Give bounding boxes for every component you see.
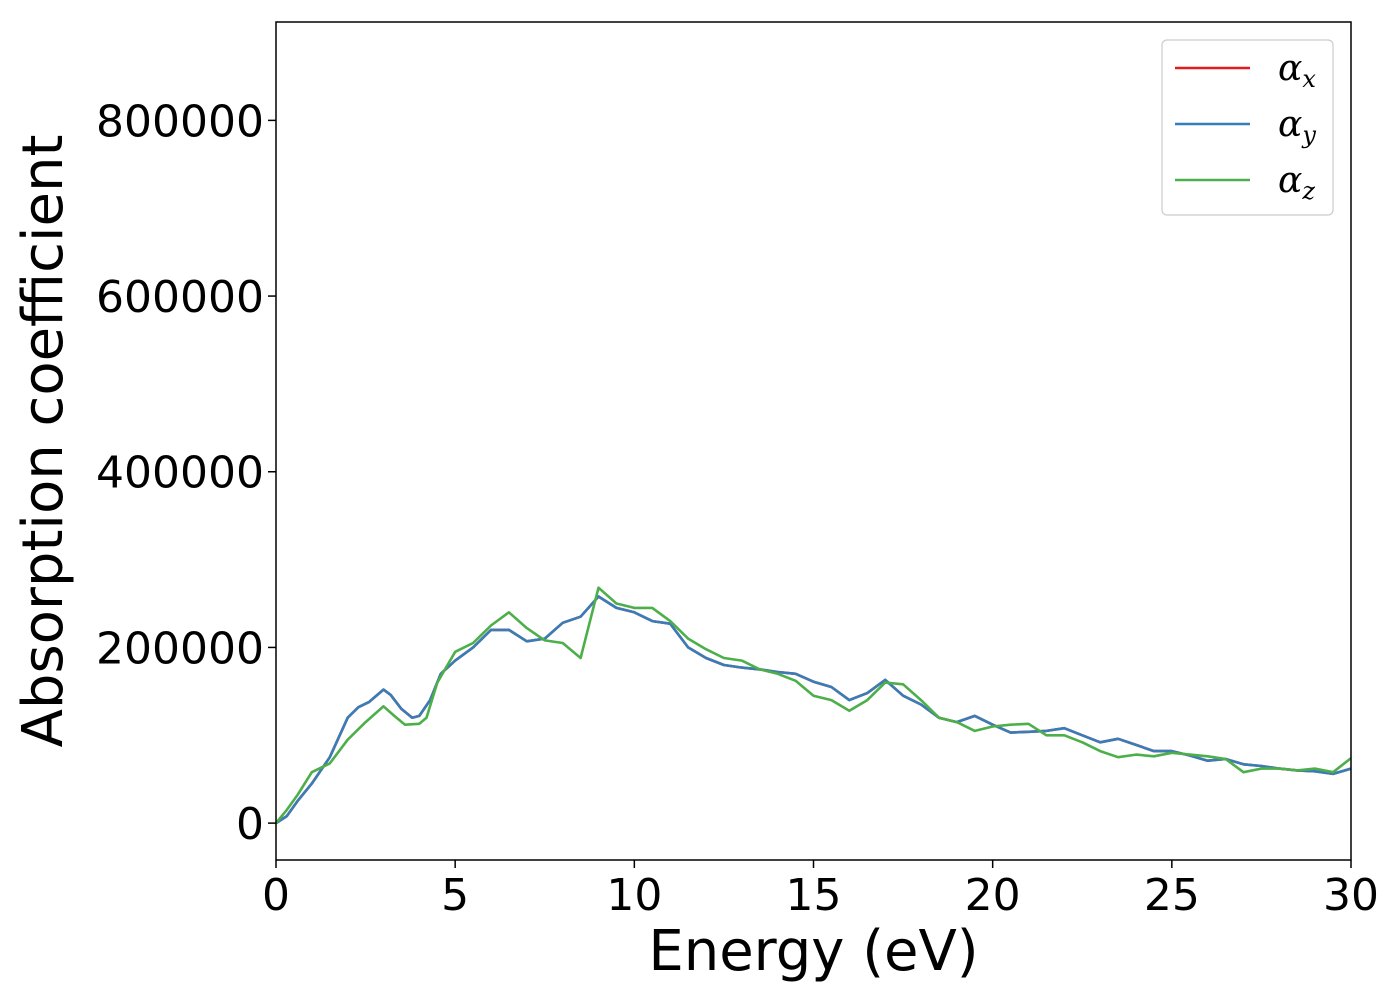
x-tick-label: 15 (786, 870, 842, 921)
x-tick-label: 5 (441, 870, 469, 921)
legend-entry-x: αx (1278, 48, 1316, 93)
y-axis-label: Absorption coefficient (11, 135, 76, 748)
x-axis-label: Energy (eV) (648, 919, 978, 984)
y-tick-label: 400000 (96, 448, 264, 499)
y-tick-label: 200000 (96, 623, 264, 674)
y-tick-label: 800000 (96, 96, 264, 147)
x-tick-label: 0 (262, 870, 290, 921)
legend: αx αy αz (1161, 39, 1334, 216)
x-tick-label: 25 (1144, 870, 1200, 921)
legend-entry-z: αz (1278, 160, 1315, 205)
y-tick-label: 0 (236, 799, 264, 850)
x-axis-ticks: 0 5 10 15 20 25 30 (262, 860, 1379, 921)
x-tick-label: 30 (1323, 870, 1379, 921)
series-line-z (276, 586, 1351, 825)
y-axis-ticks: 0 200000 400000 600000 800000 (96, 96, 276, 850)
series-line-x (276, 595, 1351, 825)
x-tick-label: 20 (965, 870, 1021, 921)
x-tick-label: 10 (606, 870, 662, 921)
legend-box (1161, 39, 1334, 216)
series-layer (276, 586, 1351, 825)
y-tick-label: 600000 (96, 272, 264, 323)
series-line-y (276, 595, 1351, 825)
legend-entry-y: αy (1278, 104, 1316, 149)
